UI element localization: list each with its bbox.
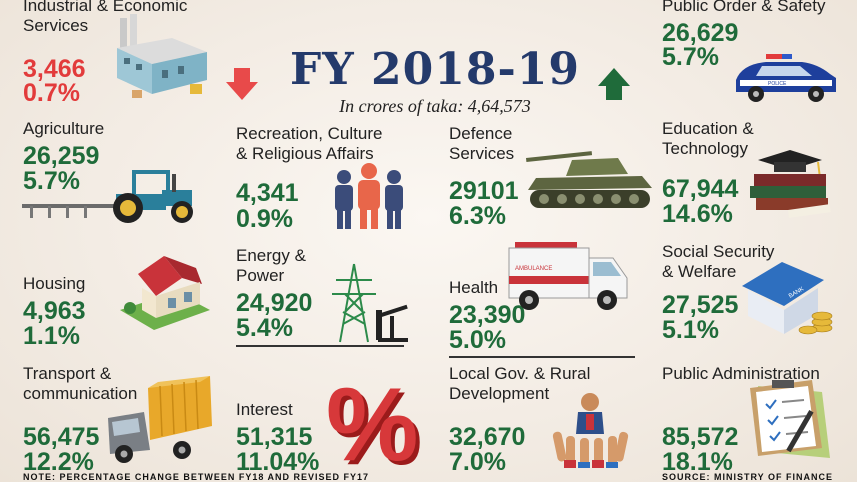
sector-percent-transport: 12.2% — [23, 448, 94, 476]
house-icon — [120, 256, 210, 330]
books-graduation-icon — [750, 150, 831, 218]
truck-icon — [108, 376, 212, 463]
sector-label-education: Education & Technology — [662, 119, 754, 158]
sector-label-industrial: Industrial & Economic Services — [23, 0, 188, 35]
sector-amount-social-security: 27,525 — [662, 291, 739, 319]
svg-text:%: % — [326, 367, 418, 482]
sector-label-transport: Transport & communication — [23, 364, 138, 403]
clipboard-icon — [750, 380, 830, 458]
police-car-icon: POLICE — [736, 54, 836, 102]
sector-percent-public-order: 5.7% — [662, 43, 719, 71]
sector-amount-recreation: 4,341 — [236, 179, 299, 207]
sector-percent-social-security: 5.1% — [662, 316, 719, 344]
energy-divider — [236, 345, 404, 347]
raised-hands-icon — [552, 393, 629, 468]
sector-percent-interest: 11.04% — [236, 448, 320, 476]
sector-label-public-admin: Public Administration — [662, 364, 820, 383]
sector-percent-local-gov: 7.0% — [449, 448, 506, 476]
sector-percent-education: 14.6% — [662, 200, 733, 228]
arrow-down-icon — [226, 68, 258, 100]
footnote-source: SOURCE: MINISTRY OF FINANCE — [662, 472, 834, 482]
sector-amount-transport: 56,475 — [23, 423, 100, 451]
sector-label-defence: Defence Services — [449, 124, 515, 163]
sector-amount-defence: 29101 — [449, 177, 519, 205]
tank-icon — [526, 151, 652, 208]
sector-amount-housing: 4,963 — [23, 297, 86, 325]
health-divider — [449, 356, 635, 358]
tractor-icon — [22, 170, 193, 223]
sector-label-local-gov: Local Gov. & Rural Development — [449, 364, 591, 403]
sector-amount-interest: 51,315 — [236, 423, 313, 451]
sector-amount-agriculture: 26,259 — [23, 142, 100, 170]
sector-label-recreation: Recreation, Culture & Religious Affairs — [236, 124, 383, 163]
ambulance-icon: AMBULANCE — [508, 242, 628, 310]
sector-percent-housing: 1.1% — [23, 322, 80, 350]
sector-label-agriculture: Agriculture — [23, 119, 105, 138]
sector-percent-industrial: 0.7% — [23, 79, 80, 107]
sector-label-energy: Energy & Power — [236, 246, 306, 285]
sector-amount-public-order: 26,629 — [662, 19, 739, 47]
sector-amount-industrial: 3,466 — [23, 55, 86, 83]
sector-label-social-security: Social Security & Welfare — [662, 242, 775, 281]
sector-percent-defence: 6.3% — [449, 202, 506, 230]
page-subtitle: In crores of taka: 4,64,573 — [339, 96, 531, 116]
sector-amount-energy: 24,920 — [236, 289, 313, 317]
sector-amount-public-admin: 85,572 — [662, 423, 739, 451]
factory-icon — [117, 14, 207, 98]
arrow-up-icon — [598, 68, 630, 100]
power-tower-icon — [332, 263, 408, 343]
sector-percent-health: 5.0% — [449, 326, 506, 354]
sector-label-health: Health — [449, 278, 499, 297]
svg-text:AMBULANCE: AMBULANCE — [515, 266, 552, 272]
page-title: FY 2018-19 — [290, 44, 580, 95]
sector-percent-agriculture: 5.7% — [23, 167, 80, 195]
sector-percent-energy: 5.4% — [236, 314, 293, 342]
sector-label-housing: Housing — [23, 274, 86, 293]
svg-text:POLICE: POLICE — [768, 81, 787, 87]
footnote-note: NOTE: PERCENTAGE CHANGE BETWEEN FY18 AND… — [23, 472, 370, 482]
sector-label-interest: Interest — [236, 400, 293, 419]
sector-label-public-order: Public Order & Safety — [662, 0, 826, 15]
svg-text:%: % — [330, 371, 422, 482]
sector-percent-public-admin: 18.1% — [662, 448, 733, 476]
sector-amount-local-gov: 32,670 — [449, 423, 526, 451]
people-group-icon — [335, 163, 403, 229]
sector-amount-education: 67,944 — [662, 175, 739, 203]
bank-coins-icon: BANK — [742, 262, 833, 335]
sector-percent-recreation: 0.9% — [236, 205, 293, 233]
sector-amount-health: 23,390 — [449, 301, 526, 329]
percent-icon: % % — [326, 367, 422, 482]
